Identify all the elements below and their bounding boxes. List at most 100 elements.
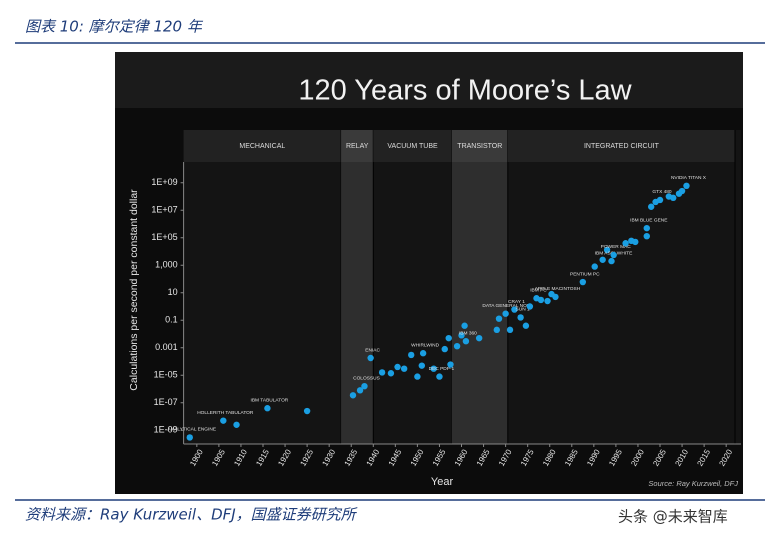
data-point (378, 369, 386, 376)
data-point (603, 246, 611, 254)
era-label: TRANSISTOR (457, 143, 502, 150)
watermark: 头条 @未来智库 (618, 508, 728, 526)
era-band (451, 162, 508, 444)
y-tick-label: 1E-05 (154, 370, 178, 380)
point-label: COLOSSUS (353, 375, 380, 381)
data-point (264, 405, 271, 412)
point-label: DATA GENERAL NOVA (482, 303, 533, 309)
data-point (579, 278, 587, 286)
data-point (517, 314, 524, 321)
data-point (408, 351, 415, 359)
data-point (461, 322, 468, 329)
data-point (643, 232, 650, 240)
era-header (373, 130, 452, 162)
y-tick-label: 1E+07 (151, 205, 177, 215)
data-point (511, 306, 518, 313)
data-point (186, 434, 193, 441)
data-point (462, 337, 470, 345)
era-label: INTEGRATED CIRCUIT (584, 143, 660, 150)
data-point (441, 345, 448, 353)
point-label: APPLE MACINTOSH (535, 286, 581, 292)
era-header (451, 130, 508, 162)
data-point (394, 363, 401, 371)
point-label: ANALYTICAL ENGINE (168, 427, 217, 433)
point-label: IBM BLUE GENE (630, 217, 667, 223)
data-point (506, 326, 514, 334)
era-label: MECHANICAL (239, 143, 285, 150)
data-point (458, 332, 465, 339)
data-point (453, 342, 461, 350)
data-point (414, 373, 421, 380)
data-point (387, 370, 395, 377)
y-tick-label: 1E-09 (154, 425, 178, 435)
data-point (632, 238, 639, 246)
era-header (507, 130, 735, 162)
data-point (522, 322, 530, 329)
y-tick-label: 1E+05 (151, 232, 177, 242)
y-tick-label: 1,000 (155, 260, 178, 270)
data-point (475, 334, 483, 342)
data-point (361, 382, 368, 390)
data-point (643, 224, 650, 232)
data-point (436, 373, 443, 380)
data-point (670, 194, 677, 202)
data-point (400, 365, 408, 372)
y-tick-label: 1E+09 (151, 177, 177, 187)
data-point (495, 315, 503, 322)
data-point (419, 350, 427, 357)
data-point (526, 303, 534, 310)
point-label: IBM PC (530, 287, 547, 293)
data-point (537, 296, 545, 304)
data-point (303, 407, 311, 415)
data-point (683, 182, 690, 190)
point-label: IBM 360 (459, 330, 477, 336)
point-label: CRAY 1 (508, 299, 525, 305)
y-tick-label: 10 (168, 287, 178, 297)
data-point (502, 310, 509, 317)
era-header (183, 130, 342, 162)
point-label: PENTIUM PC (570, 271, 600, 277)
era-label: VACUUM TUBE (387, 143, 438, 150)
point-label: DEC PDP-1 (429, 366, 455, 372)
era-header (341, 130, 374, 162)
data-point (656, 196, 664, 204)
title-band (115, 52, 743, 108)
y-tick-label: 0.1 (165, 315, 178, 325)
point-label: POWER MAC (601, 244, 632, 250)
x-axis-label: Year (431, 476, 454, 488)
data-point (552, 293, 559, 301)
data-point (356, 387, 364, 394)
y-tick-label: 0.001 (155, 342, 178, 352)
data-point (493, 326, 500, 334)
point-label: IBM TABULATOR (251, 397, 289, 403)
data-point (610, 251, 617, 259)
y-tick-label: 1E-07 (154, 397, 178, 407)
data-point (233, 421, 240, 428)
y-axis-label: Calculations per second per constant dol… (128, 189, 140, 391)
point-label: GTX 480 (652, 189, 672, 195)
era-band (341, 162, 374, 444)
data-point (418, 362, 426, 369)
data-point (647, 203, 655, 210)
data-point (599, 256, 606, 263)
era-label: RELAY (346, 143, 369, 150)
figure-caption: 图表 10: 摩尔定律 120 年 (25, 18, 204, 36)
data-point (544, 297, 551, 305)
data-point (220, 417, 227, 424)
data-point (591, 263, 598, 270)
point-label: HOLLERITH TABULATOR (197, 410, 254, 416)
data-point (430, 365, 437, 372)
data-point (367, 354, 374, 362)
point-label: SUN 1 (516, 307, 530, 313)
data-point (622, 240, 629, 247)
data-point (445, 334, 452, 342)
chart-title: 120 Years of Moore’s Law (298, 75, 632, 107)
chart-credit: Source: Ray Kurzweil, DFJ (648, 479, 738, 488)
point-label: ENIAC (365, 347, 380, 353)
point-label: WHIRLWIND (411, 342, 439, 348)
source-note: 资料来源：Ray Kurzweil、DFJ，国盛证券研究所 (25, 506, 358, 524)
point-label: NVIDIA TITAN X (671, 175, 707, 181)
data-point (678, 187, 686, 195)
